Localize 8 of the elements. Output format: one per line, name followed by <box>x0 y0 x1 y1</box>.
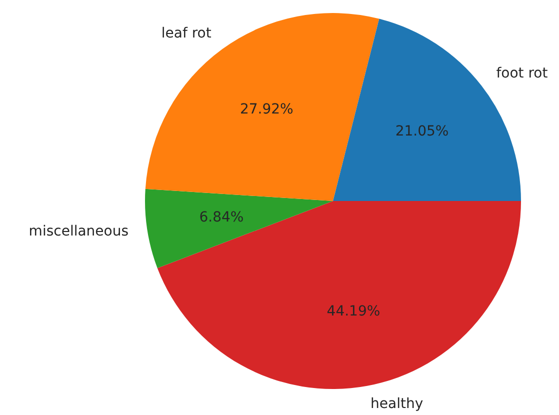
slice-label: healthy <box>370 396 424 412</box>
data-label: 44.19% <box>326 304 380 320</box>
data-label: 21.05% <box>395 123 449 140</box>
slice-label: miscellaneous <box>28 224 129 240</box>
slice-label: foot rot <box>496 66 548 82</box>
data-label: 6.84% <box>199 210 244 226</box>
slice-label: leaf rot <box>161 25 212 42</box>
data-label: 27.92% <box>240 101 294 118</box>
